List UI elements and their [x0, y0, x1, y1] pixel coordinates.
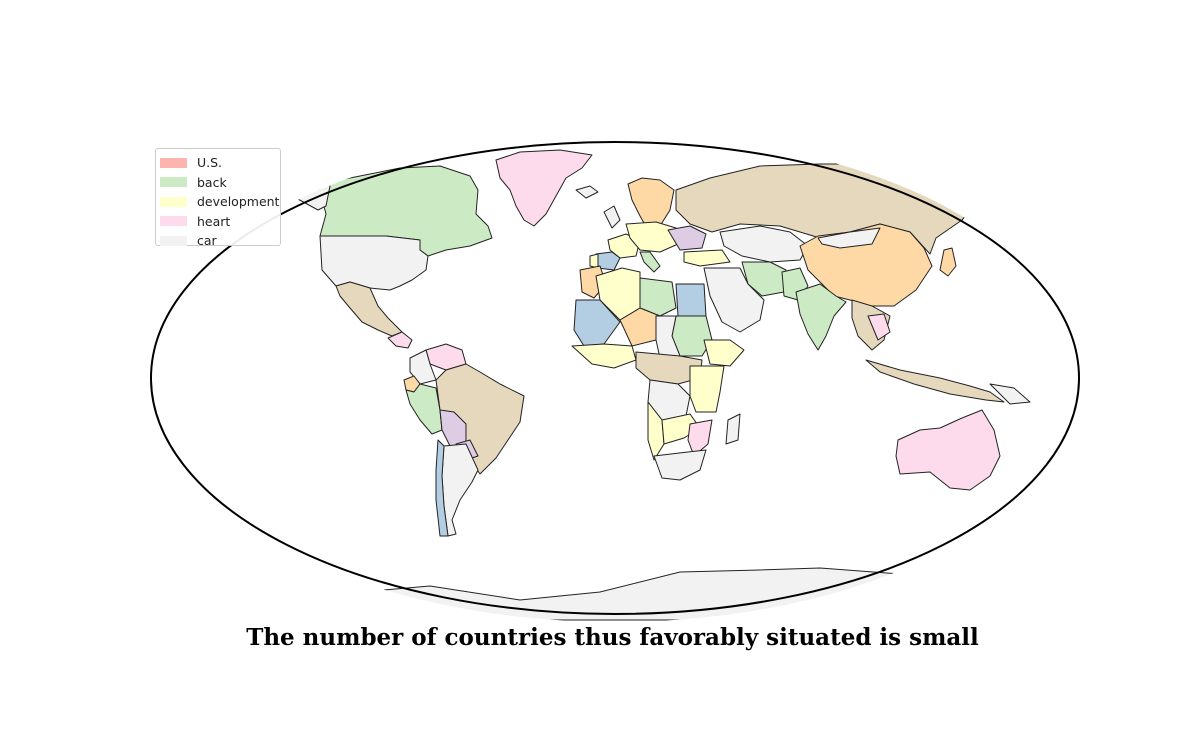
- legend-label: heart: [197, 213, 231, 229]
- legend-label: U.S.: [197, 155, 223, 171]
- country-india: [795, 283, 847, 351]
- country-angola: [647, 401, 665, 461]
- country-thailand: [867, 313, 891, 341]
- legend-item-car: car: [160, 231, 280, 251]
- country-central-europe: [625, 221, 679, 253]
- legend-label: car: [197, 233, 217, 249]
- country-papua: [989, 383, 1031, 405]
- country-chile: [435, 439, 449, 537]
- legend-item-back: back: [160, 173, 280, 193]
- map-layer: [151, 134, 1079, 622]
- legend-swatch: [160, 196, 187, 207]
- legend-swatch: [160, 235, 187, 246]
- legend-item-heart: heart: [160, 212, 280, 232]
- legend-swatch: [160, 157, 187, 168]
- legend-swatch: [160, 177, 187, 188]
- legend-item-development: development: [160, 192, 280, 212]
- country-madagascar: [725, 413, 741, 445]
- legend-swatch: [160, 216, 187, 227]
- country-mozambique: [687, 419, 713, 457]
- country-east-africa: [689, 365, 725, 413]
- globe-outline: [150, 141, 1080, 615]
- legend-label: development: [197, 194, 280, 210]
- country-portugal: [589, 253, 599, 269]
- country-central-america: [387, 331, 413, 349]
- country-mongolia: [817, 227, 881, 249]
- country-indonesia: [865, 359, 1005, 403]
- country-egypt: [675, 283, 707, 317]
- legend: U.S. back development heart car: [155, 148, 281, 248]
- country-australia: [895, 409, 1001, 491]
- country-greenland: [495, 149, 593, 227]
- map-title: The number of countries thus favorably s…: [246, 624, 979, 651]
- legend-label: back: [197, 174, 227, 190]
- country-italy: [639, 251, 661, 273]
- country-south-africa: [653, 449, 707, 481]
- country-uk: [603, 205, 621, 229]
- country-japan: [939, 247, 957, 277]
- country-libya: [639, 277, 677, 317]
- country-kazakhstan: [719, 225, 809, 263]
- country-central-africa: [635, 351, 703, 385]
- country-eastern-europe: [667, 225, 707, 251]
- country-turkey: [683, 249, 731, 267]
- country-middle-east: [703, 267, 765, 333]
- country-scandinavia: [627, 177, 675, 231]
- legend-item-us: U.S.: [160, 153, 280, 173]
- country-ethiopia: [703, 339, 745, 367]
- country-iceland: [575, 185, 599, 199]
